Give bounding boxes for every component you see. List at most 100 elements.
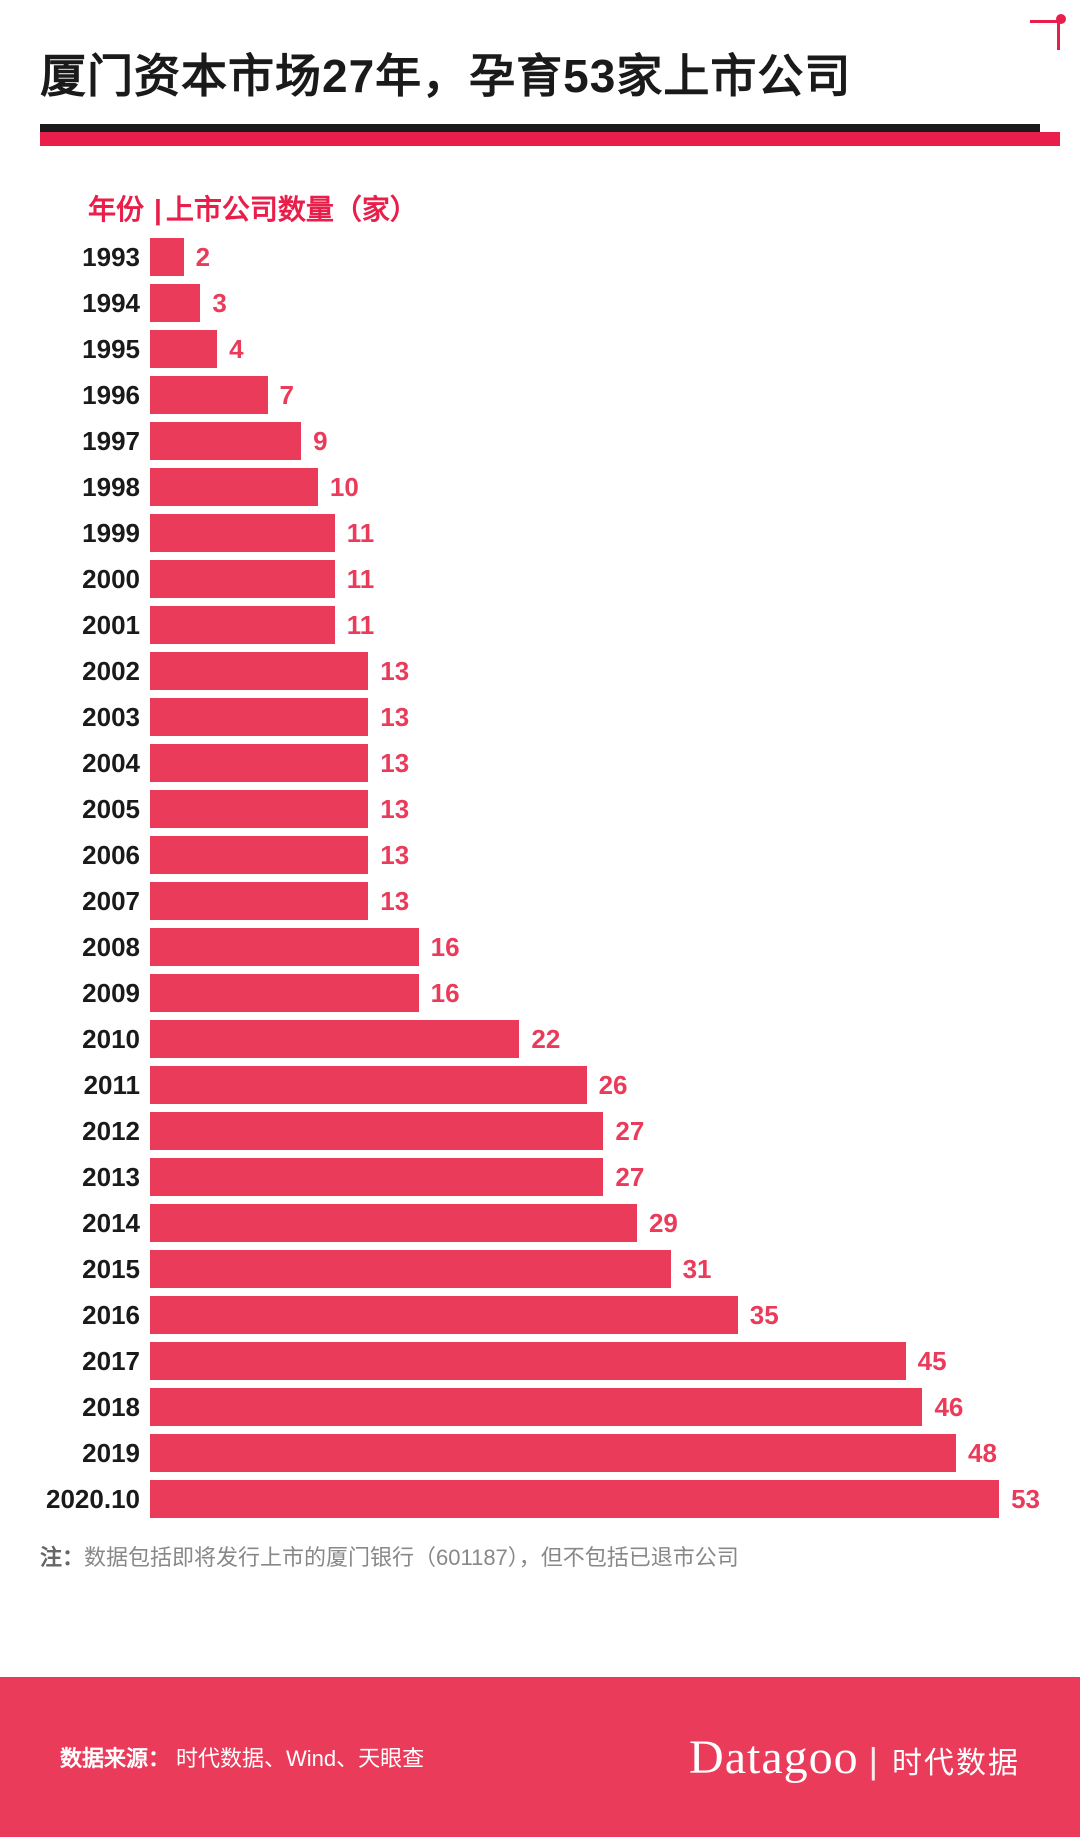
footnote-prefix: 注： [40, 1545, 84, 1570]
bar-track: 16 [150, 924, 1040, 970]
bar [150, 422, 301, 460]
bar-row: 200413 [40, 740, 1040, 786]
bar [150, 790, 368, 828]
bar-track: 27 [150, 1154, 1040, 1200]
value-label: 7 [280, 380, 294, 411]
value-label: 9 [313, 426, 327, 457]
bar [150, 928, 419, 966]
footnote: 注：数据包括即将发行上市的厦门银行（601187），但不包括已退市公司 [40, 1540, 1040, 1572]
axis-year-label: 年份 [40, 188, 150, 228]
bar-row: 201745 [40, 1338, 1040, 1384]
year-label: 2017 [40, 1346, 150, 1377]
year-label: 2019 [40, 1438, 150, 1469]
bar-row: 1995 4 [40, 326, 1040, 372]
bar [150, 330, 217, 368]
bar-row: 2019 48 [40, 1430, 1040, 1476]
bar-track: 53 [150, 1476, 1040, 1522]
bar [150, 974, 419, 1012]
year-label: 2020.10 [40, 1484, 150, 1515]
year-label: 2018 [40, 1392, 150, 1423]
bar-row: 19943 [40, 280, 1040, 326]
bar-row: 19967 [40, 372, 1040, 418]
year-label: 2000 [40, 564, 150, 595]
bar-track: 13 [150, 878, 1040, 924]
bar [150, 1066, 587, 1104]
axis-count-label: 上市公司数量（家） [166, 188, 418, 228]
bar-track: 35 [150, 1292, 1040, 1338]
value-label: 4 [229, 334, 243, 365]
bar-track: 22 [150, 1016, 1040, 1062]
bar-row: 2010 22 [40, 1016, 1040, 1062]
chart-title: 厦门资本市场27年，孕育53家上市公司 [40, 40, 1040, 106]
year-label: 1995 [40, 334, 150, 365]
bar-chart: 1993219943199541996719979199810199911200… [40, 234, 1040, 1522]
value-label: 48 [968, 1438, 997, 1469]
bar-row: 200513 [40, 786, 1040, 832]
year-label: 2007 [40, 886, 150, 917]
bar [150, 560, 335, 598]
year-label: 2012 [40, 1116, 150, 1147]
footnote-text: 数据包括即将发行上市的厦门银行（601187），但不包括已退市公司 [84, 1545, 739, 1570]
bar-row: 2001 11 [40, 602, 1040, 648]
bar-row: 19932 [40, 234, 1040, 280]
bar-row: 200213 [40, 648, 1040, 694]
bar-track: 11 [150, 602, 1040, 648]
footer-bar: 数据来源： 时代数据、Wind、天眼查 Datagoo | 时代数据 [0, 1677, 1080, 1837]
bar [150, 1434, 956, 1472]
bar-row: 201531 [40, 1246, 1040, 1292]
bar-row: 200916 [40, 970, 1040, 1016]
bar [150, 284, 200, 322]
bar [150, 376, 268, 414]
bar-row: 2007 13 [40, 878, 1040, 924]
bar [150, 882, 368, 920]
bar [150, 1480, 999, 1518]
value-label: 3 [212, 288, 226, 319]
value-label: 13 [380, 886, 409, 917]
bar [150, 1158, 603, 1196]
bar [150, 606, 335, 644]
footer-source: 数据来源： 时代数据、Wind、天眼查 [60, 1741, 424, 1773]
bar-row: 2018 46 [40, 1384, 1040, 1430]
year-label: 2015 [40, 1254, 150, 1285]
bar-track: 16 [150, 970, 1040, 1016]
bar-row: 201327 [40, 1154, 1040, 1200]
year-label: 2013 [40, 1162, 150, 1193]
value-label: 53 [1011, 1484, 1040, 1515]
bar-track: 48 [150, 1430, 1040, 1476]
bar [150, 514, 335, 552]
bar-track: 13 [150, 832, 1040, 878]
year-label: 2001 [40, 610, 150, 641]
value-label: 29 [649, 1208, 678, 1239]
year-label: 2006 [40, 840, 150, 871]
value-label: 13 [380, 656, 409, 687]
year-label: 2009 [40, 978, 150, 1009]
year-label: 2003 [40, 702, 150, 733]
bar-row: 199911 [40, 510, 1040, 556]
bar [150, 1112, 603, 1150]
value-label: 26 [599, 1070, 628, 1101]
value-label: 13 [380, 794, 409, 825]
bar [150, 1388, 922, 1426]
year-label: 2010 [40, 1024, 150, 1055]
footer-source-text: 时代数据、Wind、天眼查 [176, 1741, 424, 1773]
bar [150, 1342, 906, 1380]
bar [150, 1204, 637, 1242]
title-underline [40, 124, 1040, 148]
year-label: 2008 [40, 932, 150, 963]
brand-separator: | [869, 1740, 878, 1782]
value-label: 13 [380, 748, 409, 779]
bar-track: 3 [150, 280, 1040, 326]
year-label: 2016 [40, 1300, 150, 1331]
bar-track: 7 [150, 372, 1040, 418]
footer-source-label: 数据来源： [60, 1741, 170, 1773]
bar-track: 13 [150, 694, 1040, 740]
value-label: 22 [531, 1024, 560, 1055]
bar-track: 2 [150, 234, 1040, 280]
bar-track: 29 [150, 1200, 1040, 1246]
bar-track: 27 [150, 1108, 1040, 1154]
bar [150, 1020, 519, 1058]
bar [150, 1250, 671, 1288]
value-label: 11 [347, 610, 375, 641]
value-label: 46 [934, 1392, 963, 1423]
bar-track: 46 [150, 1384, 1040, 1430]
